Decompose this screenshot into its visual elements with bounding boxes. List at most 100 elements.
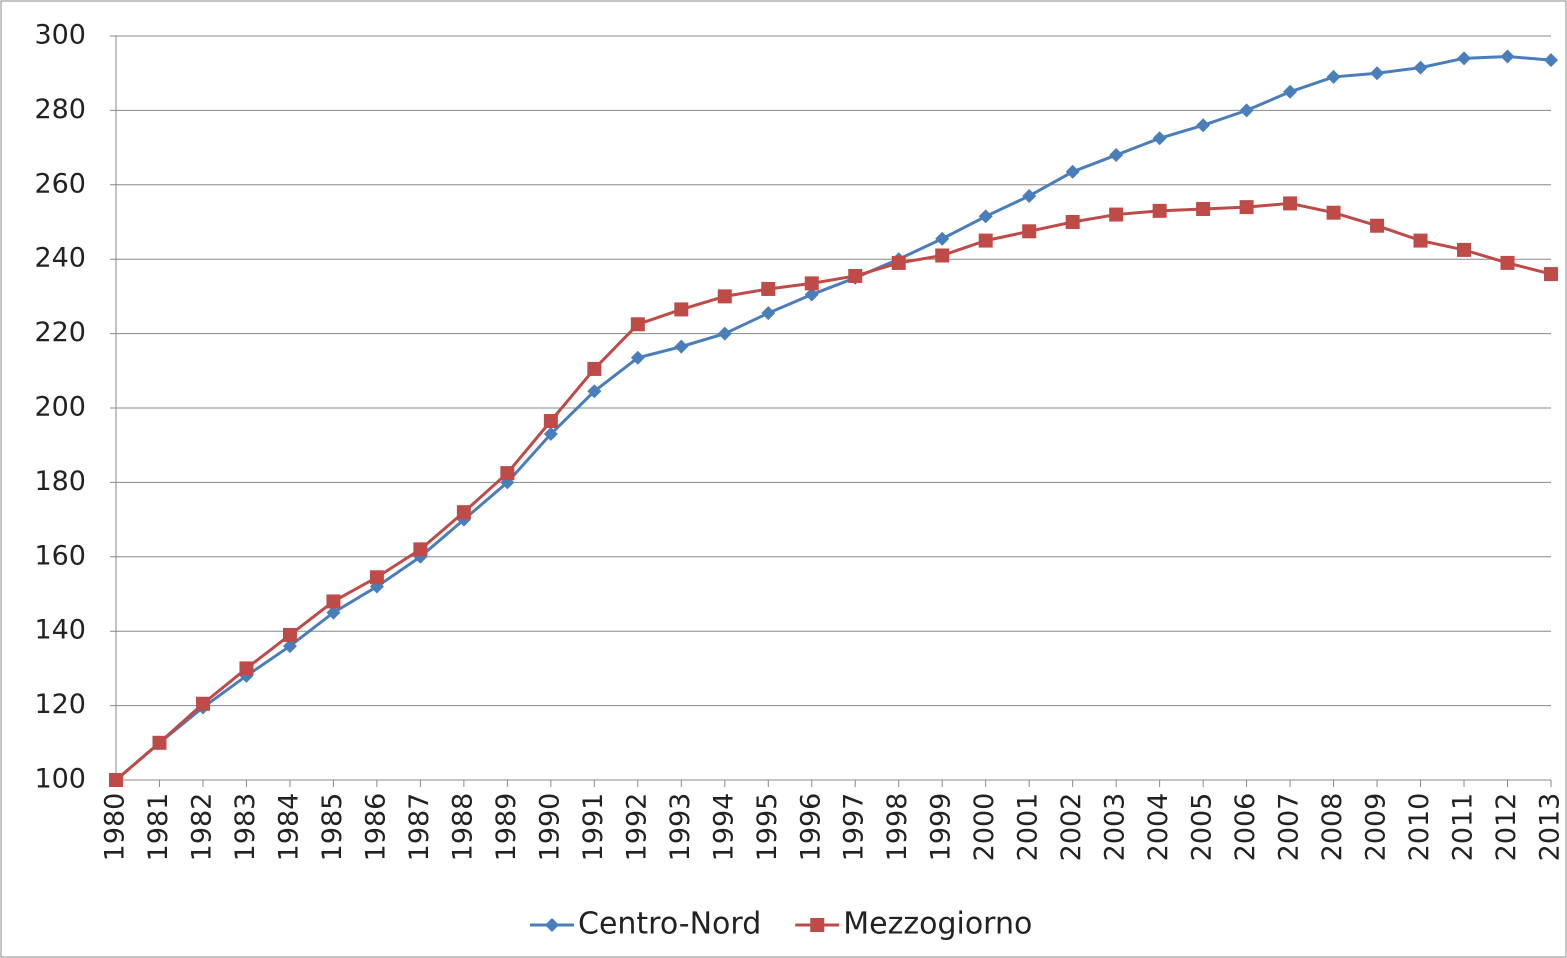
marker — [1152, 131, 1167, 146]
marker — [1109, 207, 1124, 222]
marker — [1326, 205, 1341, 220]
marker — [804, 287, 819, 302]
y-tick-label: 200 — [34, 392, 86, 423]
marker — [935, 248, 950, 263]
marker — [1065, 164, 1080, 179]
x-tick-label: 1992 — [621, 793, 652, 862]
marker — [1283, 84, 1298, 99]
x-tick-label: 2005 — [1187, 793, 1218, 862]
marker — [1326, 69, 1341, 84]
x-tick-label: 1986 — [360, 793, 391, 862]
marker — [1370, 66, 1385, 81]
marker — [1152, 203, 1167, 218]
x-tick-label: 1983 — [230, 793, 261, 862]
x-tick-label: 1989 — [491, 793, 522, 862]
marker — [1413, 60, 1428, 75]
marker — [935, 231, 950, 246]
y-tick-label: 140 — [34, 615, 86, 646]
y-tick-label: 100 — [34, 764, 86, 795]
x-tick-label: 1984 — [273, 793, 304, 862]
x-tick-label: 1995 — [752, 793, 783, 862]
marker — [109, 773, 123, 787]
y-tick-label: 260 — [34, 168, 86, 199]
marker — [717, 289, 732, 304]
marker — [326, 594, 341, 609]
marker — [239, 661, 254, 676]
series-line — [115, 201, 1552, 782]
legend-label: Mezzogiorno — [843, 907, 1032, 942]
marker — [282, 627, 297, 642]
marker — [761, 281, 776, 296]
x-tick-label: 1985 — [317, 793, 348, 862]
y-tick-label: 220 — [34, 317, 86, 348]
marker — [1413, 233, 1428, 248]
x-tick-label: 1991 — [578, 793, 609, 862]
x-tick-label: 1990 — [534, 793, 565, 862]
marker — [804, 276, 819, 291]
x-tick-label: 2007 — [1274, 793, 1305, 862]
x-tick-label: 2004 — [1143, 793, 1174, 862]
x-tick-label: 2013 — [1535, 793, 1566, 862]
marker — [1022, 224, 1037, 239]
marker — [674, 339, 689, 354]
x-tick-label: 2000 — [969, 793, 1000, 862]
x-tick-label: 1999 — [926, 793, 957, 862]
marker — [1500, 49, 1515, 64]
legend-marker — [545, 918, 559, 932]
marker — [369, 570, 384, 585]
marker — [1022, 188, 1037, 203]
marker — [1196, 118, 1211, 133]
x-tick-label: 1994 — [708, 793, 739, 862]
x-tick-label: 2009 — [1361, 793, 1392, 862]
x-tick-label: 2010 — [1404, 793, 1435, 862]
marker — [195, 696, 210, 711]
marker — [717, 326, 732, 341]
y-tick-label: 300 — [34, 20, 86, 51]
y-tick-label: 120 — [34, 689, 86, 720]
x-tick-label: 1982 — [186, 793, 217, 862]
marker — [282, 639, 297, 654]
marker — [761, 306, 776, 321]
y-tick-label: 240 — [34, 243, 86, 274]
marker — [413, 542, 428, 557]
marker — [1065, 215, 1080, 229]
legend-label: Centro-Nord — [578, 907, 761, 942]
marker — [587, 384, 602, 399]
marker — [978, 233, 993, 248]
x-tick-label: 1996 — [795, 793, 826, 862]
marker — [1239, 103, 1254, 118]
x-tick-label: 1980 — [100, 793, 131, 862]
marker — [500, 466, 515, 481]
marker — [1500, 255, 1515, 270]
x-tick-label: 2012 — [1491, 793, 1522, 862]
x-tick-label: 2001 — [1013, 793, 1044, 862]
marker — [456, 505, 471, 520]
x-tick-label: 1987 — [404, 793, 435, 862]
y-tick-label: 280 — [34, 94, 86, 125]
marker — [1544, 267, 1558, 282]
marker — [891, 255, 906, 270]
marker — [1283, 196, 1298, 211]
marker — [1457, 51, 1472, 66]
marker — [848, 268, 863, 283]
y-tick-label: 180 — [34, 466, 86, 497]
marker — [1370, 218, 1385, 233]
marker — [1544, 53, 1558, 68]
x-tick-label: 2006 — [1230, 793, 1261, 862]
marker — [978, 209, 993, 224]
x-tick-label: 2003 — [1100, 793, 1131, 862]
x-tick-label: 1981 — [143, 793, 174, 862]
legend-marker — [810, 918, 825, 932]
marker — [1109, 148, 1124, 163]
marker — [630, 317, 645, 332]
x-tick-label: 1993 — [665, 793, 696, 862]
marker — [543, 427, 558, 442]
marker — [152, 735, 167, 750]
x-tick-label: 2008 — [1317, 793, 1348, 862]
x-tick-label: 1988 — [447, 793, 478, 862]
marker — [543, 414, 558, 429]
series-line — [115, 54, 1552, 782]
marker — [1239, 200, 1254, 215]
